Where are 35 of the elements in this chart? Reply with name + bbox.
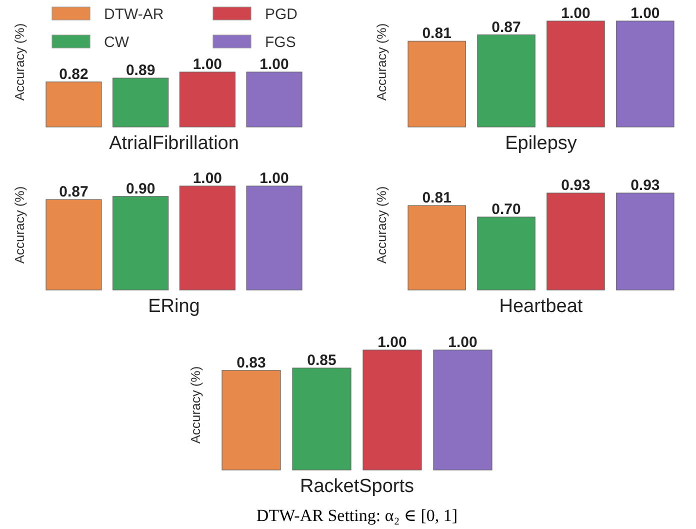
data-label: 0.81 (422, 190, 452, 207)
x-axis-title: Heartbeat (499, 296, 584, 317)
x-axis-title: ERing (148, 296, 200, 317)
data-label: 1.00 (630, 5, 660, 22)
data-label: 0.85 (307, 352, 336, 369)
y-axis-title: Accuracy (%) (12, 186, 27, 264)
data-label: 1.00 (260, 56, 289, 73)
x-axis-title: AtrialFibrillation (109, 133, 239, 154)
data-label: 0.83 (236, 354, 266, 372)
data-label: 0.87 (492, 18, 521, 36)
legend-label: PGD (265, 6, 298, 23)
legend-label: FGS (265, 34, 296, 51)
y-axis-title: Accuracy (%) (188, 366, 203, 444)
data-label: 0.82 (59, 66, 88, 83)
data-label: 1.00 (448, 334, 478, 351)
data-label: 0.70 (492, 200, 521, 218)
x-axis-title: Epilepsy (505, 133, 578, 154)
data-label: 1.00 (192, 56, 222, 73)
data-label: 1.00 (378, 334, 407, 351)
data-label: 0.93 (630, 177, 660, 194)
text: DTW-AR Setting: α₂ ∈ [0, 1] (256, 506, 458, 525)
legend-label: CW (104, 34, 130, 51)
data-label: 0.89 (126, 62, 156, 80)
data-label: 0.87 (59, 184, 88, 201)
y-axis-title: Accuracy (%) (12, 23, 27, 101)
x-axis-title: RacketSports (300, 476, 414, 497)
data-label: 1.00 (260, 170, 289, 187)
data-label: 0.93 (561, 177, 590, 194)
data-label: 1.00 (192, 170, 222, 187)
y-axis-title: Accuracy (%) (374, 23, 389, 101)
data-label: 0.90 (126, 180, 156, 198)
y-axis-title: Accuracy (%) (374, 186, 389, 264)
data-label: 1.00 (561, 5, 590, 22)
data-label: 0.81 (422, 25, 452, 42)
legend-label: DTW-AR (104, 6, 164, 23)
